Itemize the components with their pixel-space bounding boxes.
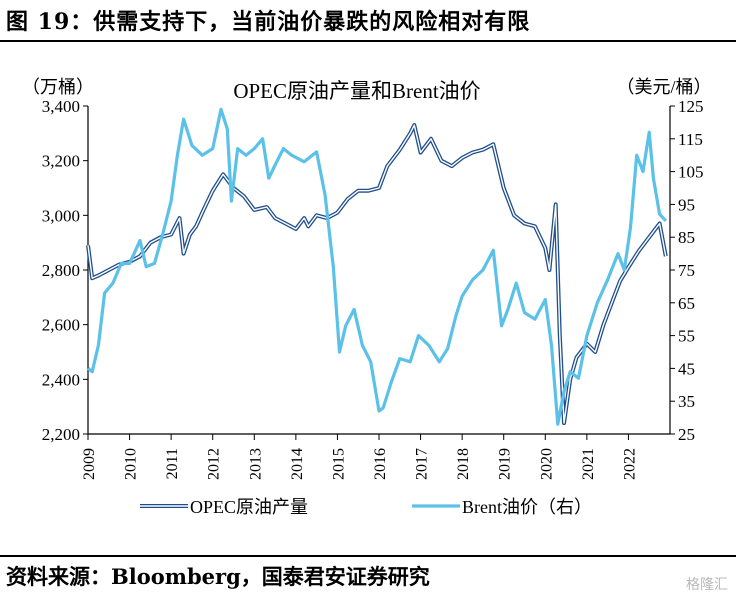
x-tick-label: 2012	[206, 448, 223, 480]
right-axis-unit: （美元/桶）	[616, 77, 711, 97]
watermark: 格隆汇	[686, 577, 728, 593]
right-tick-label: 105	[678, 163, 704, 182]
x-tick-label: 2009	[81, 448, 98, 480]
left-axis-unit: （万桶）	[22, 77, 94, 97]
x-tick-label: 2015	[330, 448, 347, 480]
right-tick-label: 85	[678, 228, 695, 247]
bottom-rule	[0, 555, 736, 557]
x-tick-label: 2016	[372, 448, 389, 480]
left-tick-label: 2,200	[42, 425, 80, 444]
right-tick-label: 35	[678, 392, 695, 411]
right-tick-label: 65	[678, 294, 695, 313]
left-tick-label: 3,000	[42, 206, 80, 225]
top-rule	[0, 40, 736, 42]
x-tick-label: 2014	[289, 448, 306, 480]
left-tick-label: 3,400	[42, 97, 80, 116]
right-tick-label: 115	[678, 130, 703, 149]
x-tick-label: 2010	[123, 448, 140, 480]
left-tick-label: 2,600	[42, 316, 80, 335]
series-line-brent	[87, 107, 667, 426]
x-tick-label: 2011	[164, 448, 181, 479]
right-tick-label: 125	[678, 97, 704, 116]
right-tick-label: 75	[678, 261, 695, 280]
left-tick-label: 2,400	[42, 370, 80, 389]
series-line-opec-inner	[87, 124, 667, 424]
right-tick-label: 25	[678, 425, 695, 444]
right-tick-label: 55	[678, 327, 695, 346]
left-tick-label: 3,200	[42, 152, 80, 171]
legend: OPEC原油产量 Brent油价（右）	[140, 497, 592, 517]
right-tick-label: 95	[678, 195, 695, 214]
source-note: 资料来源：Bloomberg，国泰君安证券研究	[6, 564, 430, 589]
x-tick-label: 2019	[497, 448, 514, 480]
right-tick-label: 45	[678, 359, 695, 378]
x-tick-label: 2020	[538, 448, 555, 480]
x-tick-label: 2017	[414, 448, 431, 480]
legend-label-opec: OPEC原油产量	[190, 497, 308, 517]
x-tick-label: 2018	[455, 448, 472, 480]
x-tick-label: 2021	[580, 448, 597, 480]
legend-label-brent: Brent油价（右）	[462, 497, 592, 517]
x-tick-label: 2013	[247, 448, 264, 480]
axes: 2,200 2,400 2,600 2,800 3,000 3,200 3,400 25 35 4…	[42, 97, 704, 480]
figure-title: 图 19：供需支持下，当前油价暴跌的风险相对有限	[6, 9, 531, 35]
chart-title: OPEC原油产量和Brent油价	[233, 79, 480, 103]
left-tick-label: 2,800	[42, 261, 80, 280]
series-layer	[86, 107, 668, 426]
x-tick-label: 2022	[621, 448, 638, 480]
